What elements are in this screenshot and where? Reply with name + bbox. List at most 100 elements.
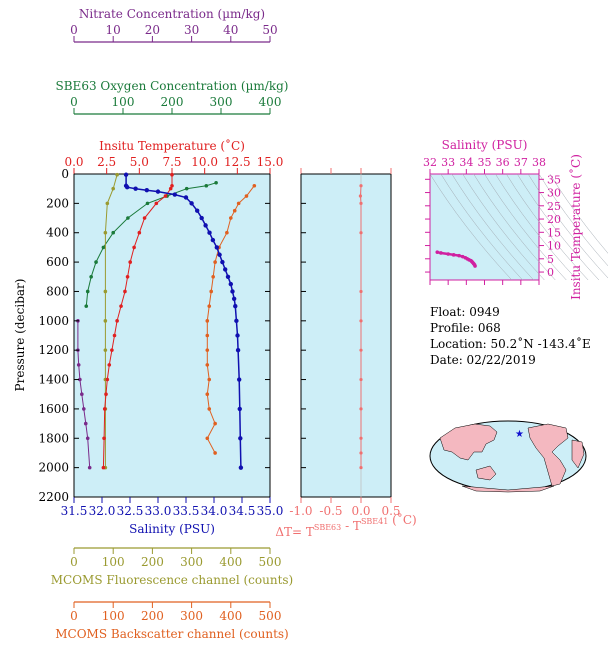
delta-series-point — [359, 201, 363, 205]
delta-axis-label: ΔT= TSBE63 - TSBE41 (˚C) — [275, 512, 416, 539]
salinity-tick-label: 33.5 — [173, 504, 200, 518]
salinity-series-point — [237, 377, 242, 382]
temperature-series-point — [170, 172, 174, 177]
pressure-tick-label: 1800 — [38, 431, 69, 445]
backscatter-tick-label: 400 — [219, 609, 242, 623]
pressure-tick-label: 600 — [46, 255, 69, 269]
temperature-axis-label: Insitu Temperature (˚C) — [99, 138, 245, 153]
temperature-series-point — [105, 377, 110, 382]
ts-x-tick-label: 33 — [441, 156, 455, 169]
delta-series-point — [359, 436, 363, 440]
info-location: Location: 50.2˚N -143.4˚E — [430, 336, 591, 351]
salinity-series-point — [223, 267, 228, 272]
backscatter-tick-label: 100 — [102, 609, 125, 623]
salinity-series-point — [230, 289, 235, 294]
ts-density-contour — [462, 173, 545, 281]
nitrate-series-point — [80, 392, 84, 397]
salinity-series-point — [172, 192, 177, 197]
backscatter-series-point — [244, 194, 249, 198]
ts-density-contour — [429, 173, 512, 281]
delta-axis-label-part: ΔT= T — [275, 525, 314, 539]
backscatter-series-point — [225, 230, 229, 235]
temperature-series-point — [137, 230, 142, 235]
ts-x-tick-label: 34 — [459, 156, 473, 169]
salinity-tick-label: 32.5 — [117, 504, 144, 518]
ts-series-point — [473, 264, 477, 268]
pressure-tick-label: 2200 — [38, 490, 69, 504]
salinity-series-point — [210, 237, 216, 243]
oxygen-series-point — [101, 245, 106, 250]
nitrate-series-point — [76, 363, 81, 367]
ts-series-point — [460, 254, 465, 259]
backscatter-tick-label: 200 — [141, 609, 164, 623]
oxygen-series-point — [111, 230, 115, 235]
ts-x-tick-label: 38 — [532, 156, 546, 169]
salinity-series-point — [217, 252, 222, 257]
ts-density-contour — [516, 173, 600, 281]
ts-plot-background — [429, 173, 540, 281]
info-date: Date: 02/22/2019 — [430, 353, 536, 367]
main-plot-area — [76, 172, 257, 470]
oxygen-series-point — [184, 186, 189, 191]
oxygen-series-point — [145, 201, 150, 206]
ts-y-axis-label: Insitu Temperature (˚C) — [568, 154, 583, 300]
backscatter-series-point — [205, 363, 210, 367]
temperature-series-point — [112, 333, 117, 338]
temperature-tick-label: 15.0 — [257, 155, 284, 169]
salinity-series-point — [228, 281, 233, 287]
delta-axis-label-part: - T — [341, 519, 361, 533]
oxygen-series-point — [89, 274, 93, 279]
map-land-australia — [475, 465, 497, 481]
pressure-tick-label: 1400 — [38, 373, 69, 387]
salinity-tick-label: 34.0 — [201, 504, 228, 518]
temperature-series-point — [154, 201, 159, 206]
ts-series-point — [439, 251, 443, 255]
ts-density-contour — [484, 173, 567, 281]
oxygen-series-point — [204, 183, 209, 188]
pressure-axis-label: Pressure (decibar) — [13, 279, 27, 392]
fluorescence-series-point — [103, 230, 108, 235]
backscatter-tick-label: 0 — [70, 609, 78, 623]
pressure-tick-label: 1000 — [38, 314, 69, 328]
nitrate-series-point — [82, 407, 86, 411]
backscatter-series-point — [213, 260, 217, 264]
salinity-tick-label: 35.0 — [257, 504, 284, 518]
temperature-tick-label: 10.0 — [191, 155, 218, 169]
salinity-series-point — [203, 223, 208, 228]
fluorescence-tick-label: 300 — [180, 555, 203, 569]
oxygen-tick-label: 100 — [112, 95, 135, 109]
ts-x-tick-label: 35 — [478, 156, 492, 169]
pressure-tick-label: 800 — [46, 284, 69, 298]
ts-y-tick-label: 0 — [547, 266, 554, 279]
delta-series-point — [359, 184, 363, 188]
ts-density-contour — [451, 173, 534, 281]
backscatter-series-point — [207, 377, 212, 382]
float-location-marker: ★ — [515, 429, 524, 440]
ts-density-contour — [495, 173, 578, 281]
info-float: Float: 0949 — [430, 305, 500, 319]
oxygen-series-point — [84, 304, 89, 308]
delta-tick-label: 0.0 — [351, 504, 370, 518]
backscatter-series-point — [232, 208, 237, 213]
temperature-tick-label: 12.5 — [224, 155, 251, 169]
temperature-series-point — [170, 183, 174, 188]
pressure-tick-label: 400 — [46, 226, 69, 240]
backscatter-series-point — [205, 333, 210, 338]
backscatter-series-point — [229, 216, 233, 220]
salinity-series-point — [233, 303, 238, 309]
ts-x-tick-label: 32 — [423, 156, 437, 169]
pressure-tick-label: 0 — [61, 167, 69, 181]
map-land-asia — [439, 423, 498, 461]
temperature-series-point — [119, 304, 123, 308]
salinity-series-point — [231, 296, 237, 301]
ts-y-tick-label: 5 — [547, 253, 554, 266]
ts-series-point — [457, 253, 461, 258]
ts-density-contour — [473, 173, 556, 281]
map-land-americas — [527, 423, 569, 487]
salinity-series-point — [125, 185, 130, 190]
oxygen-series-line — [85, 182, 217, 307]
delta-series-point — [359, 348, 363, 352]
pressure-tick-label: 1600 — [38, 402, 69, 416]
nitrate-tick-label: 20 — [145, 23, 160, 37]
nitrate-tick-label: 0 — [70, 23, 78, 37]
